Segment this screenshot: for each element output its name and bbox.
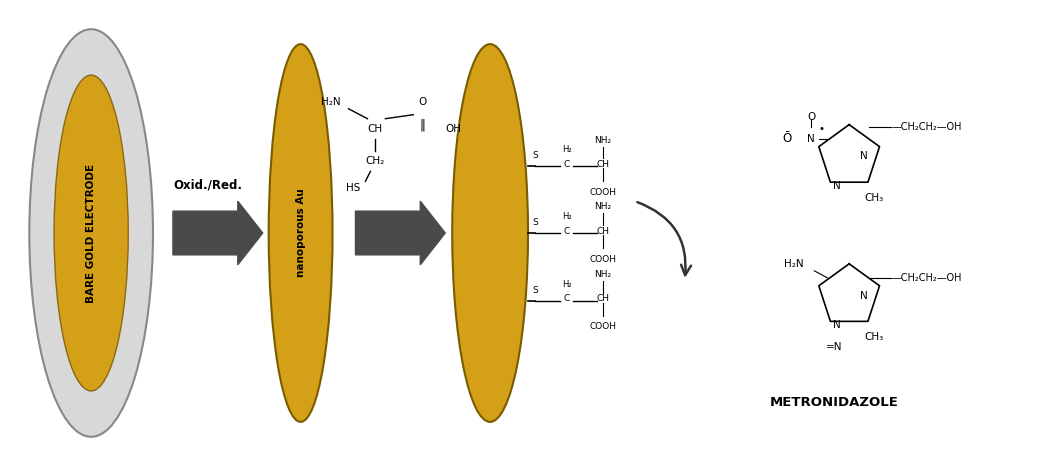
Text: O: O bbox=[418, 97, 426, 107]
Text: H₂: H₂ bbox=[562, 280, 572, 288]
Text: C: C bbox=[563, 160, 570, 169]
Text: N: N bbox=[833, 321, 841, 330]
Polygon shape bbox=[173, 201, 263, 265]
Text: =N: =N bbox=[826, 343, 843, 352]
Text: H₂: H₂ bbox=[562, 145, 572, 154]
Text: S: S bbox=[533, 218, 538, 227]
Text: COOH: COOH bbox=[589, 188, 617, 197]
Text: N: N bbox=[860, 151, 868, 161]
Text: CH₂: CH₂ bbox=[366, 157, 385, 166]
Text: NH₂: NH₂ bbox=[594, 270, 611, 279]
Text: NH₂: NH₂ bbox=[594, 202, 611, 211]
Text: ‖: ‖ bbox=[419, 118, 425, 131]
Text: •: • bbox=[819, 123, 824, 134]
Polygon shape bbox=[355, 201, 445, 265]
Ellipse shape bbox=[54, 75, 129, 391]
Text: N: N bbox=[808, 134, 815, 144]
Text: N: N bbox=[833, 181, 841, 191]
Text: CH: CH bbox=[596, 226, 609, 235]
Text: C: C bbox=[563, 226, 570, 235]
Text: Ō: Ō bbox=[782, 132, 792, 145]
Ellipse shape bbox=[30, 29, 153, 437]
Text: —CH₂CH₂—OH: —CH₂CH₂—OH bbox=[891, 273, 962, 283]
Text: CH: CH bbox=[596, 294, 609, 303]
Text: CH₃: CH₃ bbox=[864, 193, 883, 203]
Text: OH: OH bbox=[445, 123, 461, 134]
Text: S: S bbox=[533, 286, 538, 295]
Text: O: O bbox=[807, 112, 815, 122]
Text: H₂N: H₂N bbox=[321, 97, 340, 107]
Text: COOH: COOH bbox=[589, 255, 617, 264]
Text: CH: CH bbox=[596, 160, 609, 169]
Text: nanoporous Au: nanoporous Au bbox=[296, 189, 305, 277]
Ellipse shape bbox=[452, 44, 528, 422]
Text: Oxid./Red.: Oxid./Red. bbox=[173, 178, 242, 191]
Text: H₂: H₂ bbox=[562, 212, 572, 221]
Text: N: N bbox=[860, 291, 868, 301]
Text: CH: CH bbox=[368, 123, 383, 134]
Text: METRONIDAZOLE: METRONIDAZOLE bbox=[770, 397, 898, 410]
Text: H₂N: H₂N bbox=[784, 259, 804, 269]
Text: NH₂: NH₂ bbox=[594, 136, 611, 144]
Text: CH₃: CH₃ bbox=[864, 332, 883, 343]
Text: COOH: COOH bbox=[589, 322, 617, 331]
Ellipse shape bbox=[269, 44, 333, 422]
Text: —CH₂CH₂—OH: —CH₂CH₂—OH bbox=[891, 122, 962, 131]
Text: BARE GOLD ELECTRODE: BARE GOLD ELECTRODE bbox=[86, 164, 96, 302]
Text: HS: HS bbox=[347, 183, 360, 193]
Text: C: C bbox=[563, 294, 570, 303]
Text: S: S bbox=[533, 151, 538, 160]
